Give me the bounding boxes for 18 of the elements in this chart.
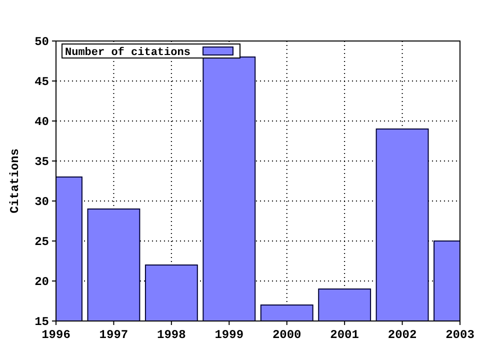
y-tick-label: 50	[34, 35, 49, 50]
legend-label: Number of citations	[65, 46, 190, 59]
x-tick-label: 2000	[272, 328, 302, 342]
y-tick-label: 30	[34, 195, 49, 210]
x-tick-label: 2001	[330, 328, 359, 342]
y-tick-label: 35	[34, 155, 49, 170]
x-tick-label: 1999	[214, 328, 244, 342]
x-tick-label: 2003	[446, 328, 474, 342]
y-tick-label: 40	[34, 115, 49, 130]
y-tick-label: 20	[34, 275, 49, 290]
x-tick-label: 1998	[157, 328, 186, 342]
x-tick-label: 2002	[388, 328, 417, 342]
x-tick-label: 1997	[99, 328, 128, 342]
x-tick-label: 1996	[42, 328, 70, 342]
y-tick-label: 45	[34, 75, 49, 90]
y-axis-title: Citations	[8, 148, 22, 214]
y-tick-label: 25	[34, 235, 49, 250]
y-tick-label: 15	[34, 315, 49, 330]
